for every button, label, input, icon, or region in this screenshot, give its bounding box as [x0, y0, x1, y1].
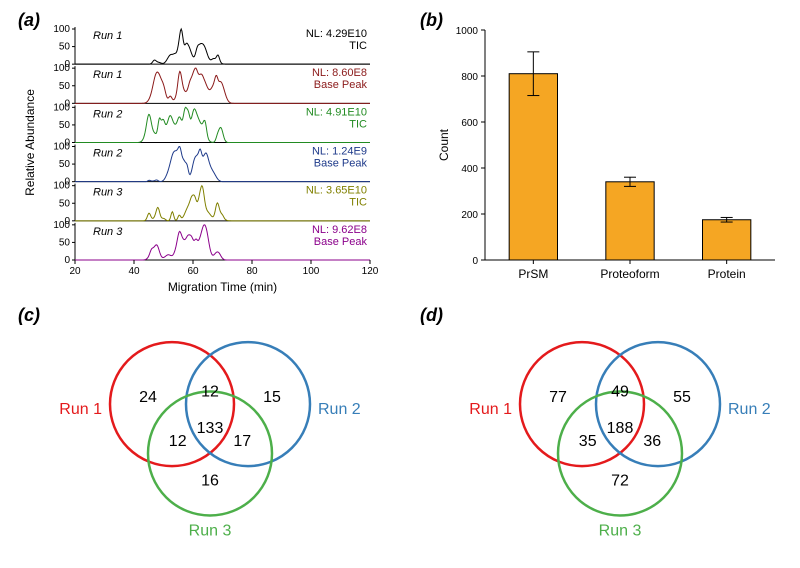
svg-text:Run 1: Run 1: [93, 69, 122, 81]
svg-text:Base Peak: Base Peak: [314, 236, 368, 248]
svg-text:Run 2: Run 2: [93, 148, 122, 160]
svg-text:NL: 8.60E8: NL: 8.60E8: [312, 67, 367, 79]
svg-text:80: 80: [246, 266, 258, 277]
panel-c-venn: 24 15 16 12 12 17 133 Run 1 Run 2 Run 3: [20, 310, 390, 560]
svg-text:17: 17: [233, 433, 251, 450]
svg-text:100: 100: [53, 220, 70, 231]
svg-text:100: 100: [53, 102, 70, 113]
svg-text:100: 100: [53, 24, 70, 35]
svg-text:Run 3: Run 3: [93, 226, 123, 238]
svg-text:100: 100: [303, 266, 320, 277]
svg-text:133: 133: [197, 420, 224, 437]
svg-text:50: 50: [59, 198, 71, 209]
svg-text:0: 0: [472, 256, 478, 267]
svg-text:Run 3: Run 3: [599, 523, 642, 540]
svg-text:40: 40: [128, 266, 140, 277]
svg-text:NL: 3.65E10: NL: 3.65E10: [306, 185, 367, 197]
svg-text:100: 100: [53, 142, 70, 153]
svg-text:Migration Time (min): Migration Time (min): [168, 280, 277, 294]
svg-text:0: 0: [64, 255, 70, 266]
figure-container: (a) 050100Run 1NL: 4.29E10TIC050100Run 1…: [10, 10, 790, 558]
svg-text:Base Peak: Base Peak: [314, 158, 368, 170]
svg-text:Run 3: Run 3: [93, 187, 123, 199]
svg-text:Run 1: Run 1: [93, 30, 122, 42]
svg-text:NL: 4.91E10: NL: 4.91E10: [306, 106, 367, 118]
svg-text:50: 50: [59, 159, 71, 170]
svg-text:TIC: TIC: [349, 197, 367, 209]
svg-text:600: 600: [461, 118, 478, 129]
svg-text:800: 800: [461, 72, 478, 83]
svg-text:Run 3: Run 3: [189, 523, 232, 540]
svg-text:50: 50: [59, 237, 71, 248]
svg-text:200: 200: [461, 210, 478, 221]
svg-text:Run 1: Run 1: [59, 401, 102, 418]
svg-text:60: 60: [187, 266, 199, 277]
svg-text:Relative Abundance: Relative Abundance: [23, 89, 37, 196]
svg-text:49: 49: [611, 384, 629, 401]
svg-text:NL: 9.62E8: NL: 9.62E8: [312, 224, 367, 236]
svg-text:100: 100: [53, 181, 70, 192]
svg-text:16: 16: [201, 473, 219, 490]
svg-text:15: 15: [263, 389, 281, 406]
svg-text:100: 100: [53, 63, 70, 74]
svg-text:50: 50: [59, 81, 71, 92]
svg-text:77: 77: [549, 389, 567, 406]
svg-text:188: 188: [607, 420, 634, 437]
svg-text:12: 12: [201, 384, 219, 401]
svg-text:NL: 4.29E10: NL: 4.29E10: [306, 28, 367, 40]
svg-text:1000: 1000: [456, 26, 479, 37]
svg-text:Run 2: Run 2: [728, 401, 771, 418]
svg-text:36: 36: [643, 433, 661, 450]
panel-b-chart: 0 200 400 600 800 1000 PrSM Proteoform Protein Co…: [430, 15, 790, 295]
svg-text:50: 50: [59, 120, 71, 131]
svg-text:55: 55: [673, 389, 691, 406]
svg-text:120: 120: [362, 266, 379, 277]
svg-text:Proteoform: Proteoform: [600, 267, 659, 281]
svg-text:12: 12: [169, 433, 187, 450]
panel-a-chart: 050100Run 1NL: 4.29E10TIC050100Run 1NL: …: [20, 15, 390, 295]
svg-text:TIC: TIC: [349, 118, 367, 130]
svg-text:20: 20: [69, 266, 81, 277]
svg-text:72: 72: [611, 473, 629, 490]
svg-text:Run 2: Run 2: [93, 108, 122, 120]
svg-text:400: 400: [461, 164, 478, 175]
svg-text:NL: 1.24E9: NL: 1.24E9: [312, 146, 367, 158]
svg-text:35: 35: [579, 433, 597, 450]
svg-text:Run 2: Run 2: [318, 401, 361, 418]
svg-text:Count: Count: [437, 128, 451, 161]
panel-d-venn: 77 55 72 49 35 36 188 Run 1 Run 2 Run 3: [430, 310, 800, 560]
svg-text:50: 50: [59, 42, 71, 53]
svg-text:24: 24: [139, 389, 157, 406]
svg-text:Protein: Protein: [708, 267, 746, 281]
svg-text:PrSM: PrSM: [518, 267, 548, 281]
svg-text:TIC: TIC: [349, 40, 367, 52]
svg-text:Base Peak: Base Peak: [314, 79, 368, 91]
svg-text:Run 1: Run 1: [469, 401, 512, 418]
